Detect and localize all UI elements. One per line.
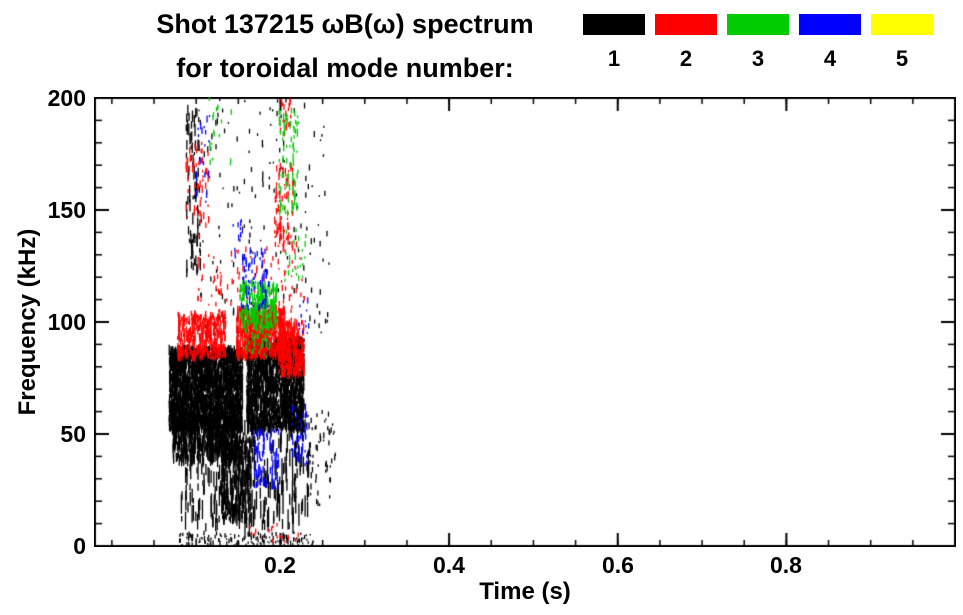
legend-swatch-n3 xyxy=(727,14,789,35)
y-tick-label-150: 150 xyxy=(47,197,86,223)
chart-title-line2: for toroidal mode number: xyxy=(176,53,514,83)
legend-item-n4: 4 xyxy=(799,14,861,70)
y-tick-label-100: 100 xyxy=(47,309,86,335)
legend-swatch-n1 xyxy=(583,14,645,35)
x-axis-title: Time (s) xyxy=(479,578,571,605)
chart-title-line1: Shot 137215 ωB(ω) spectrum xyxy=(156,9,534,39)
x-tick-label-0.2: 0.2 xyxy=(264,552,296,578)
legend-swatch-n2 xyxy=(655,14,717,35)
legend-swatch-n5 xyxy=(871,14,933,35)
legend-label-n3: 3 xyxy=(751,46,765,71)
x-tick-label-0.6: 0.6 xyxy=(602,552,634,578)
legend-item-n1: 1 xyxy=(583,14,645,70)
legend-label-n5: 5 xyxy=(895,46,909,71)
x-tick-label-0.8: 0.8 xyxy=(770,552,802,578)
legend-item-n5: 5 xyxy=(871,14,933,70)
legend-label-n4: 4 xyxy=(823,46,837,71)
legend-swatch-n4 xyxy=(799,14,861,35)
legend-label-n1: 1 xyxy=(607,46,621,71)
y-tick-label-50: 50 xyxy=(60,421,86,447)
y-tick-label-200: 200 xyxy=(47,85,86,111)
legend-item-n3: 3 xyxy=(727,14,789,70)
legend-label-n2: 2 xyxy=(679,46,693,71)
y-axis-title: Frequency (kHz) xyxy=(14,228,41,416)
legend-item-n2: 2 xyxy=(655,14,717,70)
spectrogram-canvas xyxy=(94,97,956,547)
y-tick-label-0: 0 xyxy=(73,533,86,559)
x-tick-label-0.4: 0.4 xyxy=(433,552,465,578)
legend: 1 2 3 4 5 xyxy=(583,14,933,70)
chart-title: Shot 137215 ωB(ω) spectrum for toroidal … xyxy=(100,2,590,90)
